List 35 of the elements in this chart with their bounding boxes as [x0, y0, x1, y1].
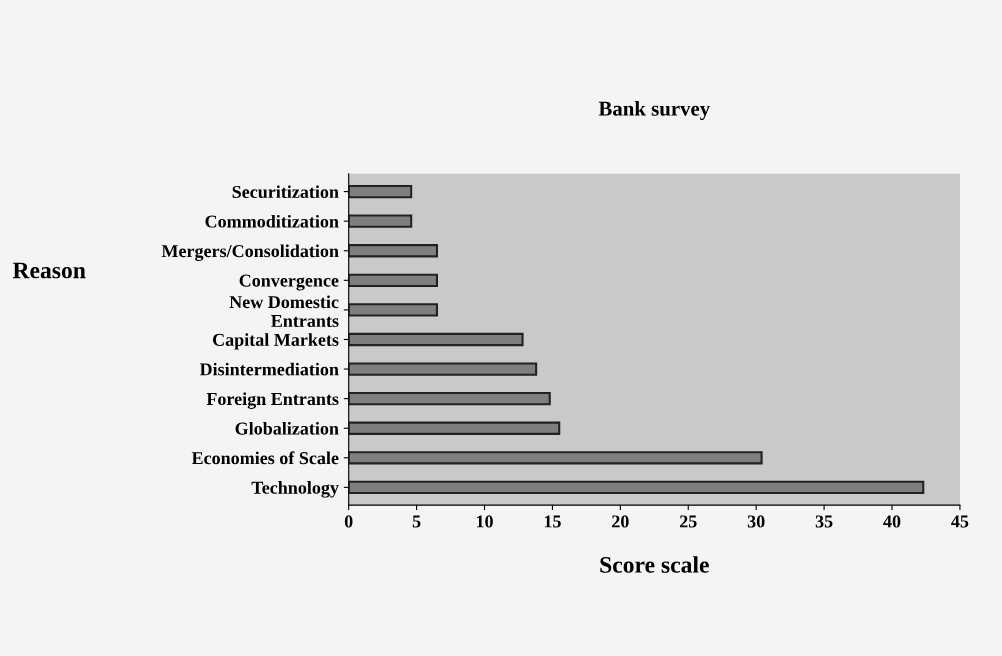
- bar: [348, 244, 439, 258]
- x-tick-label: 20: [612, 515, 629, 528]
- y-tick-label: Technology: [251, 481, 339, 498]
- y-tick-label: Convergence: [239, 274, 339, 291]
- bar: [348, 332, 524, 347]
- y-tick-label: Economies of Scale: [191, 451, 339, 465]
- bar: [348, 362, 538, 376]
- x-tick-label: 30: [747, 515, 765, 528]
- bar: [348, 451, 763, 465]
- x-tick-label: 0: [344, 515, 353, 528]
- y-axis-title: Reason: [12, 262, 86, 279]
- bar: [348, 421, 561, 435]
- x-tick-label: 45: [951, 515, 969, 528]
- bar: [348, 391, 551, 406]
- chart-title: Bank survey: [598, 101, 710, 120]
- y-tick-label: Commoditization: [205, 214, 339, 228]
- bar: [348, 480, 925, 495]
- y-tick-label: Mergers/Consolidation: [161, 244, 339, 261]
- y-tick-label: Capital Markets: [212, 333, 339, 350]
- x-tick-label: 15: [544, 515, 561, 528]
- x-tick-label: 35: [815, 515, 833, 528]
- y-tick-label: Securitization: [232, 185, 339, 199]
- bar: [348, 214, 413, 228]
- bar: [348, 184, 413, 199]
- y-tick-label: Globalization: [235, 421, 339, 435]
- y-tick-label: Disintermediation: [199, 362, 339, 376]
- x-tick-label: 5: [412, 515, 421, 528]
- y-tick-label: Foreign Entrants: [206, 392, 339, 409]
- x-tick-label: 40: [883, 515, 901, 528]
- y-tick-label: New Domestic Entrants: [229, 295, 339, 328]
- bar: [348, 303, 439, 317]
- x-tick-label: 25: [679, 515, 697, 528]
- x-axis-title: Score scale: [600, 556, 709, 573]
- bar: [348, 273, 439, 287]
- x-tick-label: 10: [476, 515, 493, 528]
